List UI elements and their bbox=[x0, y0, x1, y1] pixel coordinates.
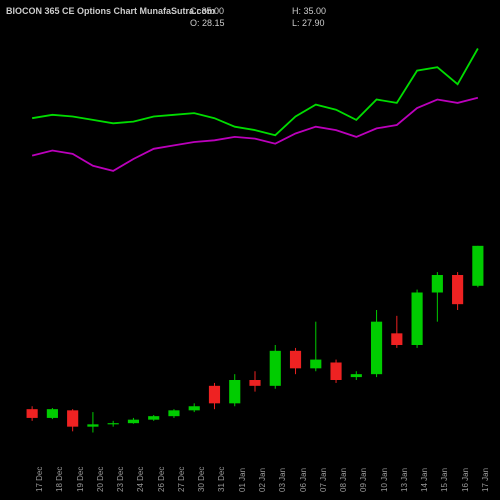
x-tick-label: 03 Jan bbox=[278, 468, 287, 492]
x-tick-label: 30 Dec bbox=[197, 467, 206, 492]
x-tick-label: 19 Dec bbox=[76, 467, 85, 492]
x-tick-label: 08 Jan bbox=[339, 468, 348, 492]
x-tick-label: 02 Jan bbox=[258, 468, 267, 492]
x-tick-label: 13 Jan bbox=[400, 468, 409, 492]
x-tick-label: 16 Jan bbox=[461, 468, 470, 492]
x-tick-label: 01 Jan bbox=[238, 468, 247, 492]
x-tick-label: 27 Dec bbox=[177, 467, 186, 492]
x-tick-label: 09 Jan bbox=[359, 468, 368, 492]
x-tick-label: 17 Jan bbox=[481, 468, 490, 492]
x-tick-label: 20 Dec bbox=[96, 467, 105, 492]
x-tick-label: 17 Dec bbox=[35, 467, 44, 492]
options-chart: BIOCON 365 CE Options Chart MunafaSutra.… bbox=[0, 0, 500, 500]
x-tick-label: 31 Dec bbox=[217, 467, 226, 492]
x-tick-label: 14 Jan bbox=[420, 468, 429, 492]
x-tick-label: 15 Jan bbox=[440, 468, 449, 492]
x-tick-label: 26 Dec bbox=[157, 467, 166, 492]
x-tick-label: 10 Jan bbox=[380, 468, 389, 492]
x-tick-label: 24 Dec bbox=[136, 467, 145, 492]
x-tick-label: 18 Dec bbox=[55, 467, 64, 492]
x-tick-label: 23 Dec bbox=[116, 467, 125, 492]
x-tick-label: 07 Jan bbox=[319, 468, 328, 492]
x-tick-label: 06 Jan bbox=[299, 468, 308, 492]
chart-svg bbox=[0, 0, 500, 500]
